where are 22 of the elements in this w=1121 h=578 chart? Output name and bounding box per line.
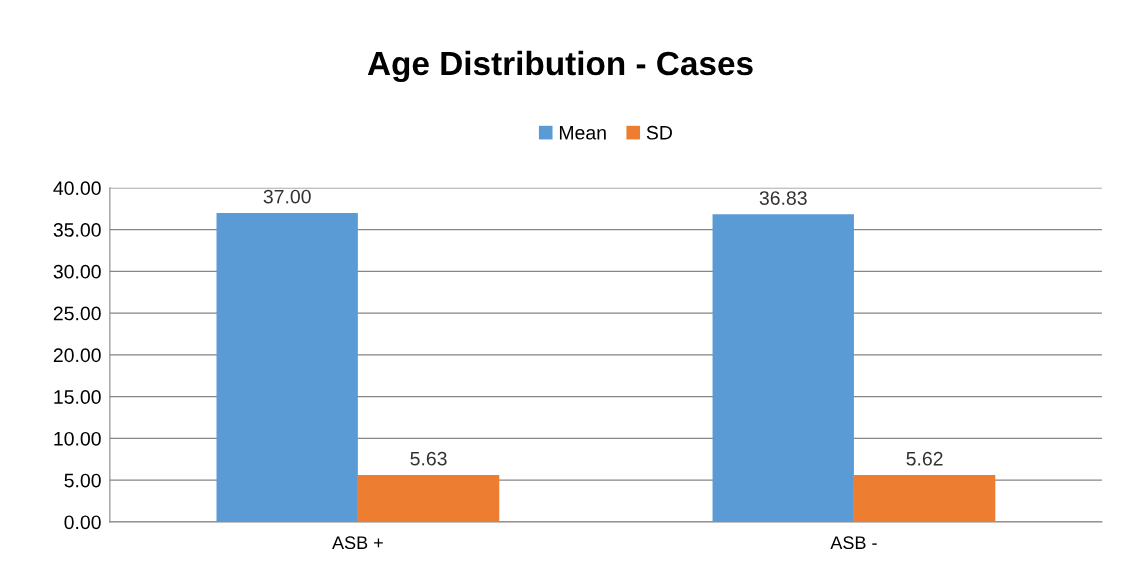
y-tick-label: 10.00: [54, 431, 101, 446]
y-tick-label: 0.00: [64, 515, 101, 530]
x-tick-label: ASB +: [332, 536, 383, 550]
y-tick-label: 35.00: [53, 223, 101, 237]
y-tick-label: 40.00: [53, 181, 101, 196]
data-label: 5.63: [410, 451, 447, 466]
bar: [216, 212, 358, 522]
chart-title: Age Distribution - Cases: [367, 50, 753, 83]
y-tick-label: 5.00: [64, 473, 101, 488]
data-label: 37.00: [263, 189, 311, 204]
legend-label: SD: [646, 125, 672, 140]
bar: [853, 475, 996, 522]
y-tick-label: 15.00: [54, 390, 101, 404]
legend-label: Mean: [559, 126, 606, 140]
bar: [712, 214, 854, 522]
y-tick-label: 25.00: [53, 306, 101, 321]
y-tick-label: 30.00: [53, 264, 101, 279]
bar: [357, 474, 500, 522]
y-tick-label: 20.00: [53, 348, 101, 363]
x-tick-label: ASB -: [830, 536, 877, 550]
data-label: 36.83: [759, 191, 807, 205]
data-label: 5.62: [906, 451, 943, 466]
